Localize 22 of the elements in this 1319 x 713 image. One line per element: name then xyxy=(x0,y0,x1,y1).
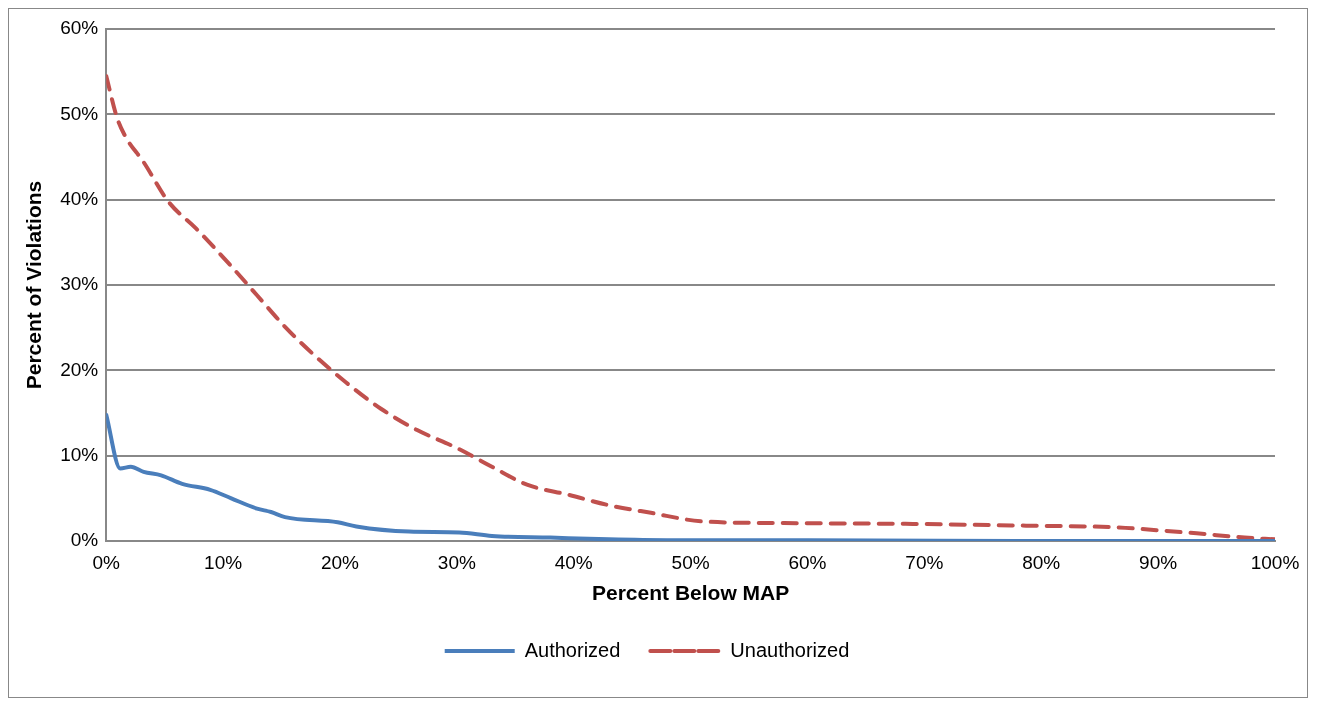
x-tick-label: 100% xyxy=(1250,551,1300,573)
y-tick-label: 50% xyxy=(60,102,99,124)
y-tick-label: 60% xyxy=(60,17,99,39)
x-tick-label: 0% xyxy=(92,551,121,573)
y-tick-label: 20% xyxy=(60,358,99,380)
y-tick-label: 0% xyxy=(70,529,99,551)
x-axis-title: Percent Below MAP xyxy=(592,581,790,605)
y-tick-label: 10% xyxy=(60,443,99,465)
x-tick-label: 70% xyxy=(905,551,944,573)
x-tick-label: 30% xyxy=(437,551,476,573)
y-tick-label: 40% xyxy=(60,187,99,209)
x-tick-label: 50% xyxy=(671,551,710,573)
x-tick-label: 40% xyxy=(554,551,593,573)
x-tick-label: 60% xyxy=(788,551,827,573)
legend-label: Unauthorized xyxy=(730,638,850,661)
x-tick-label: 80% xyxy=(1022,551,1061,573)
x-tick-label: 20% xyxy=(320,551,360,573)
y-tick-label: 30% xyxy=(60,273,99,295)
x-tick-label: 90% xyxy=(1139,551,1178,573)
legend-label: Authorized xyxy=(524,638,621,661)
x-tick-label: 10% xyxy=(204,551,243,573)
y-axis-title: Percent of Violations xyxy=(22,180,46,390)
